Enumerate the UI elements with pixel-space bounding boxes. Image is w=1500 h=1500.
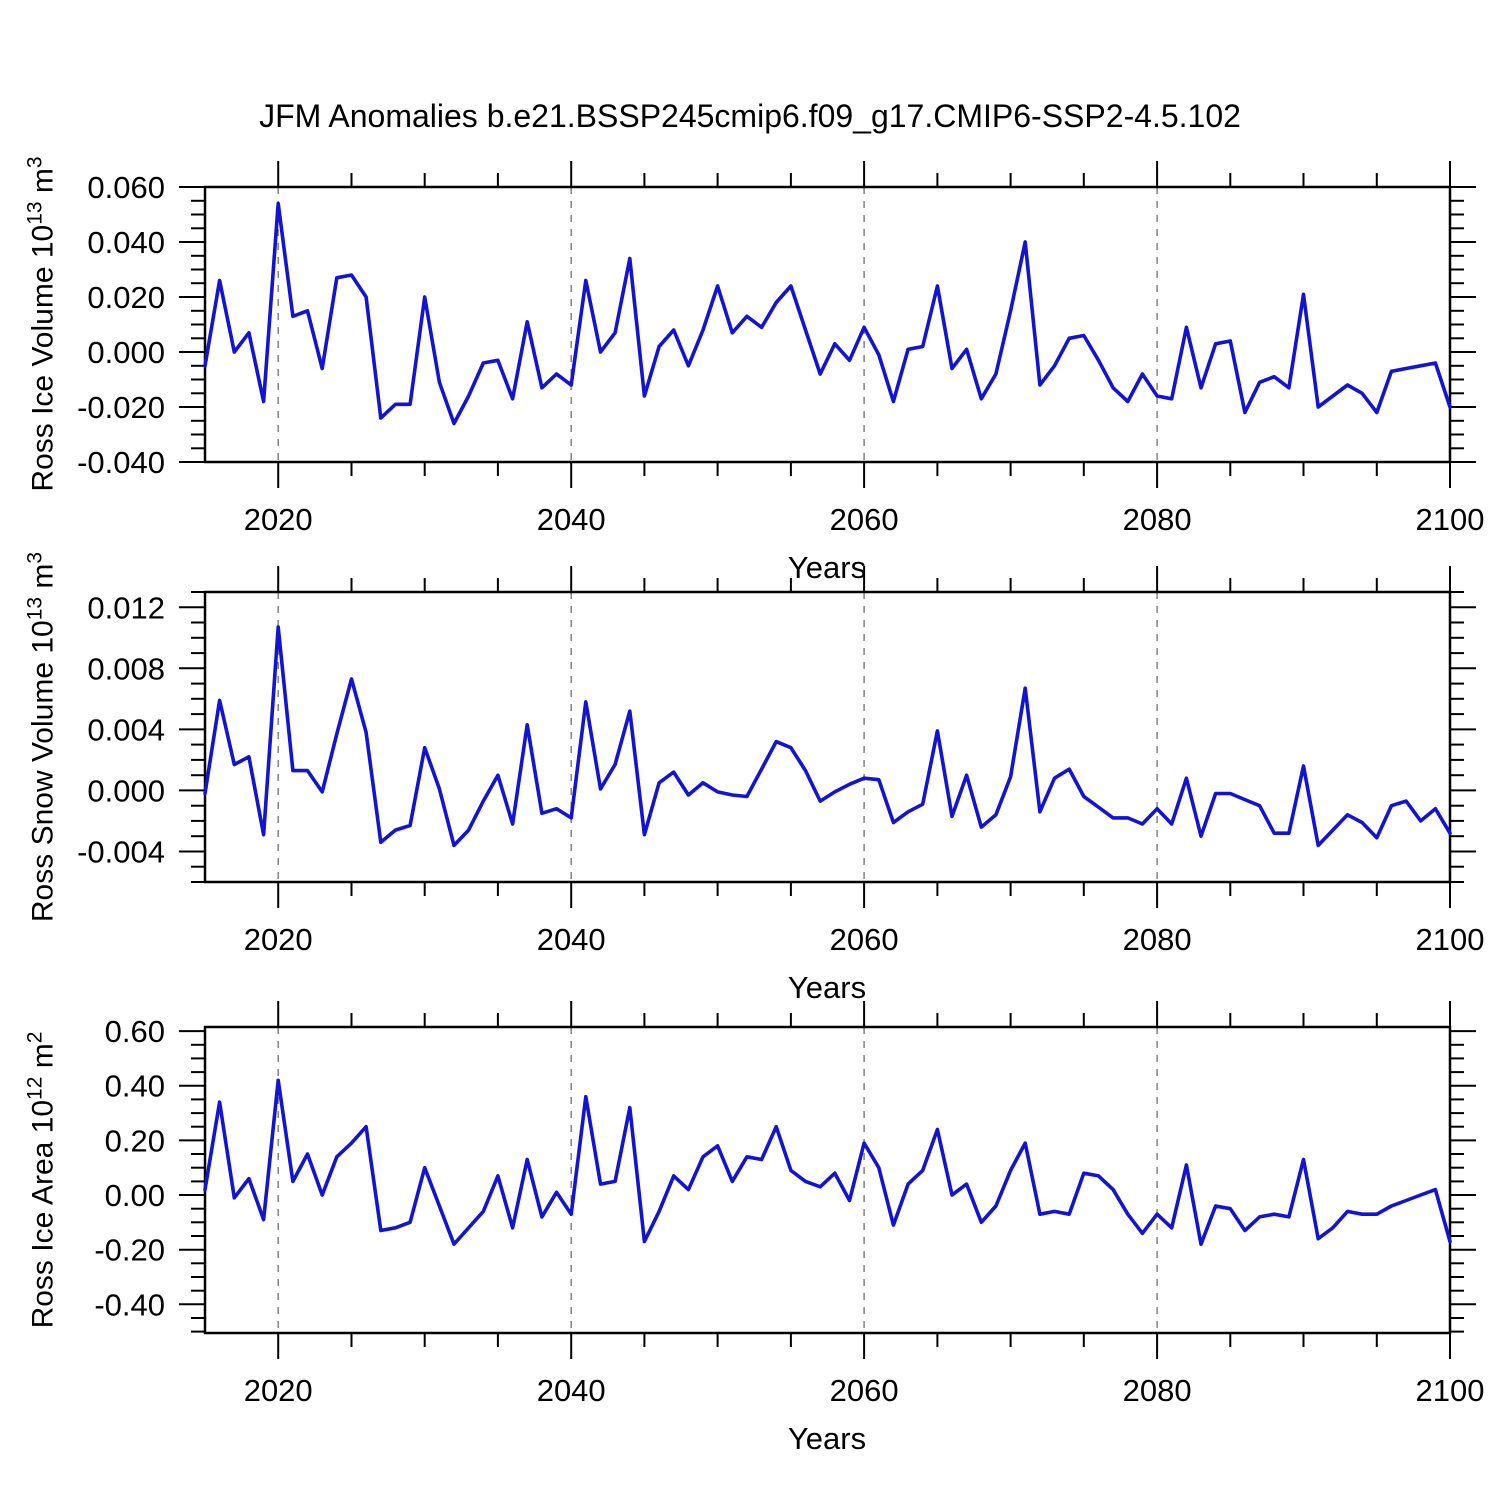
y-axis-title-unit-exponent: 3: [23, 156, 47, 169]
plot-frame: [203, 590, 1452, 884]
y-tick-label: 0.000: [87, 773, 165, 808]
y-axis-title-ross-ice-area: Ross Ice Area 1012 m2: [24, 1032, 61, 1329]
series-line-ross-ice-volume: [203, 201, 1452, 426]
y-axis-title-unit: m: [26, 168, 60, 202]
panel-ross-ice-volume: -0.040 -0.020 0.000 0.020 0.040 0.060 2020 2040…: [77, 161, 1484, 537]
x-tick-label: 2100: [1416, 502, 1485, 537]
x-tick-label: 2040: [537, 922, 606, 957]
y-tick-label: 0.00: [105, 1178, 165, 1213]
series-line-ross-ice-area: [203, 1078, 1452, 1246]
y-tick-label: 0.040: [87, 225, 165, 260]
x-tick-label: 2040: [537, 502, 606, 537]
x-tick-label: 2080: [1123, 502, 1192, 537]
y-tick-label: -0.20: [94, 1233, 165, 1268]
series-line-ross-snow-volume: [203, 625, 1452, 848]
x-axis-title: Years: [787, 970, 867, 1005]
x-tick-label: 2020: [244, 1373, 313, 1408]
y-axis-title-unit: m: [26, 1043, 60, 1077]
x-axis-title: Years: [787, 550, 867, 585]
y-axis-title-ross-ice-volume: Ross Ice Volume 1013 m3: [24, 156, 61, 491]
y-tick-label: 0.20: [105, 1123, 165, 1158]
y-axis-title-unit: m: [26, 563, 60, 597]
y-tick-label: -0.004: [77, 835, 165, 870]
y-tick-label: 0.020: [87, 280, 165, 315]
y-axis-title-text: Ross Ice Volume 10: [26, 224, 60, 492]
x-tick-label: 2100: [1416, 922, 1485, 957]
x-tick-label: 2100: [1416, 1373, 1485, 1408]
y-axis-title-text: Ross Ice Area 10: [26, 1099, 60, 1329]
y-tick-label: 0.060: [87, 170, 165, 205]
y-axis-title-exponent: 13: [23, 596, 47, 621]
x-tick-label: 2080: [1123, 922, 1192, 957]
y-axis-title-exponent: 12: [23, 1076, 47, 1100]
y-tick-label: 0.004: [87, 712, 165, 747]
x-tick-label: 2060: [830, 1373, 899, 1408]
y-axis-title-unit-exponent: 2: [23, 1031, 47, 1044]
x-tick-label: 2040: [537, 1373, 606, 1408]
y-tick-label: 0.012: [87, 590, 165, 625]
x-tick-label: 2020: [244, 922, 313, 957]
y-axis-title-ross-snow-volume: Ross Snow Volume 1013 m3: [24, 552, 61, 922]
y-tick-label: -0.040: [77, 445, 165, 480]
chart-title: JFM Anomalies b.e21.BSSP245cmip6.f09_g17…: [259, 98, 1241, 134]
panel-ross-snow-volume: -0.004 0.000 0.004 0.008 0.012 2020 2040 2060 20…: [77, 566, 1484, 957]
plot-frame: [203, 185, 1452, 464]
x-tick-label: 2060: [830, 922, 899, 957]
y-tick-label: 0.008: [87, 651, 165, 686]
y-tick-label: 0.40: [105, 1069, 165, 1104]
panel-ross-ice-area: -0.40 -0.20 0.00 0.20 0.40 0.60 2020 2040 2060 20…: [94, 1001, 1484, 1408]
y-axis-title-text: Ross Snow Volume 10: [26, 620, 60, 923]
x-tick-label: 2060: [830, 502, 899, 537]
y-tick-label: -0.40: [94, 1287, 165, 1322]
x-tick-label: 2020: [244, 502, 313, 537]
y-axis-title-unit-exponent: 3: [23, 551, 47, 564]
x-axis-title: Years: [787, 1421, 867, 1456]
y-tick-label: 0.000: [87, 335, 165, 370]
x-tick-label: 2080: [1123, 1373, 1192, 1408]
y-axis-title-exponent: 13: [23, 201, 47, 225]
y-tick-label: 0.60: [105, 1014, 165, 1049]
y-tick-label: -0.020: [77, 390, 165, 425]
